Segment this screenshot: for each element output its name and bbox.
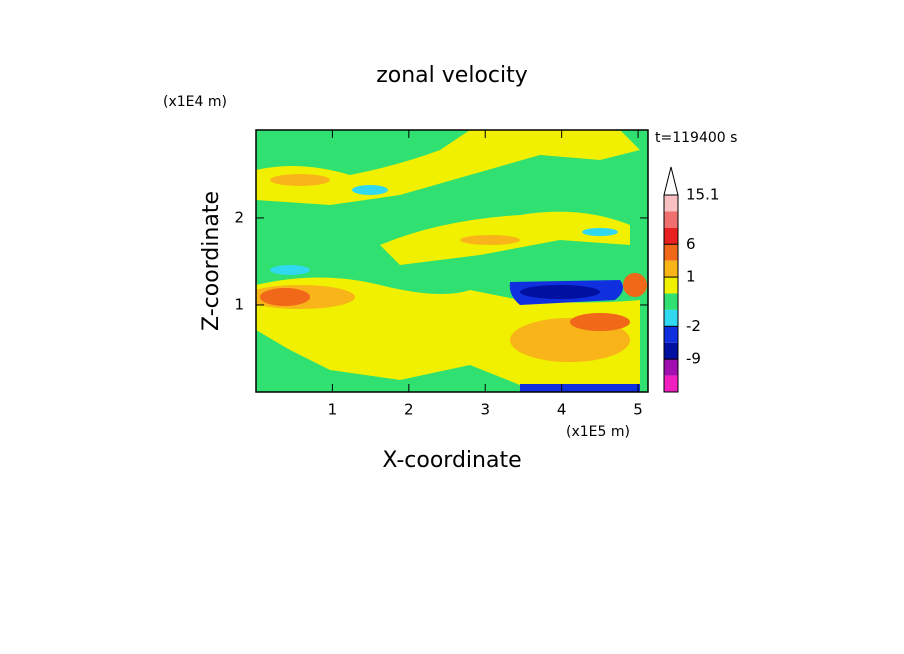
x-unit: (x1E5 m): [566, 424, 630, 440]
x-tick-label: 2: [404, 401, 414, 419]
colorbar-segment: [664, 342, 678, 360]
x-tick-label: 1: [328, 401, 338, 419]
contour-region: [570, 313, 630, 331]
x-tick-label: 3: [480, 401, 490, 419]
chart-title: zonal velocity: [376, 63, 528, 88]
contour-region: [270, 174, 330, 186]
contour-region: [256, 130, 640, 205]
x-tick-label: 4: [557, 401, 567, 419]
contour-field: [256, 130, 648, 392]
x-axis-label: X-coordinate: [382, 448, 521, 473]
colorbar-segment: [664, 326, 678, 343]
colorbar-segment: [664, 244, 678, 261]
contour-region: [582, 228, 618, 236]
y-tick-label: 1: [234, 295, 244, 313]
colorbar-segment: [664, 293, 678, 310]
colorbar-extension: [663, 166, 679, 196]
colorbar-tick-label: 15.1: [686, 186, 719, 204]
contour-region: [520, 384, 640, 392]
colorbar-segment: [664, 211, 678, 228]
contour-region: [352, 185, 388, 195]
colorbar-segment: [664, 227, 678, 245]
contour-region: [460, 235, 520, 245]
time-annotation: t=119400 s: [655, 130, 737, 146]
contour-region: [260, 288, 310, 306]
colorbar-segment: [664, 260, 678, 278]
colorbar-tick-label: -9: [686, 350, 701, 368]
colorbar-tick-label: 6: [686, 235, 696, 253]
colorbar-segment: [664, 277, 678, 294]
x-tick-label: 5: [633, 401, 643, 419]
colorbar-segment: [664, 375, 678, 392]
contour-region: [623, 273, 647, 297]
contour-region: [270, 265, 310, 275]
y-axis-label: Z-coordinate: [199, 191, 224, 331]
colorbar-segment: [664, 195, 678, 212]
contour-region: [520, 285, 600, 299]
colorbar-segment: [664, 359, 678, 376]
y-tick-label: 2: [234, 208, 244, 226]
colorbar-tick-label: 1: [686, 268, 696, 286]
y-unit: (x1E4 m): [163, 94, 227, 110]
plot-frame: [255, 129, 649, 393]
colorbar-segment: [664, 309, 678, 327]
colorbar-tick-label: -2: [686, 317, 701, 335]
